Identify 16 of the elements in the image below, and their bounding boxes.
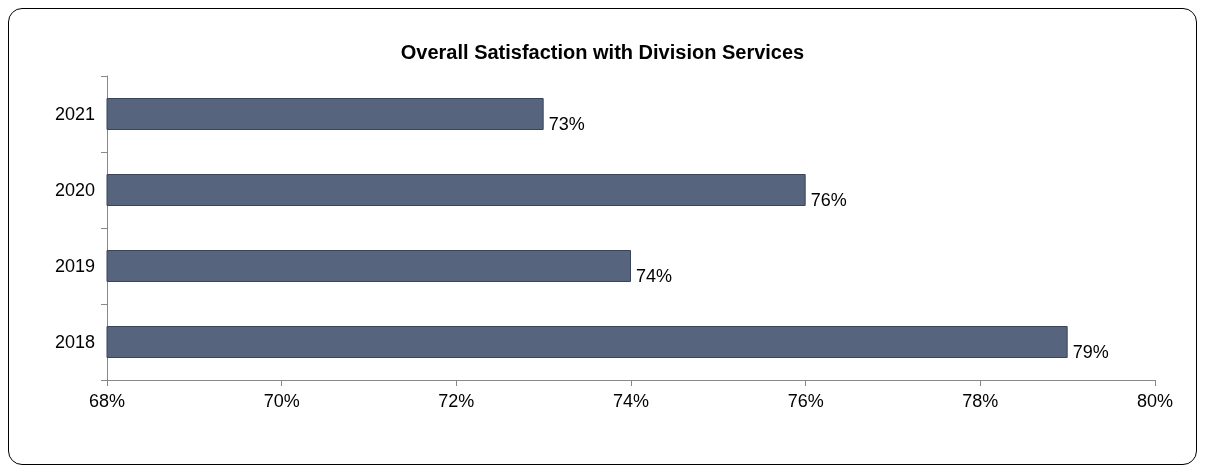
data-label: 73% bbox=[548, 114, 585, 134]
x-tick-label: 70% bbox=[263, 391, 300, 411]
x-tick-label: 78% bbox=[962, 391, 999, 411]
x-tick-label: 74% bbox=[612, 391, 650, 411]
data-label: 79% bbox=[1072, 342, 1109, 362]
chart-title: Overall Satisfaction with Division Services bbox=[400, 41, 805, 63]
x-tick-label: 76% bbox=[787, 391, 824, 411]
y-tick-label: 2019 bbox=[54, 256, 95, 276]
x-tick-label: 72% bbox=[438, 391, 475, 411]
x-tick-label: 80% bbox=[1136, 391, 1174, 411]
y-tick-label: 2020 bbox=[54, 180, 95, 200]
x-tick-label: 68% bbox=[88, 391, 126, 411]
y-tick-label: 2018 bbox=[54, 332, 95, 352]
data-label: 74% bbox=[636, 266, 673, 286]
data-label: 76% bbox=[810, 190, 847, 210]
y-tick-label: 2021 bbox=[54, 104, 95, 124]
